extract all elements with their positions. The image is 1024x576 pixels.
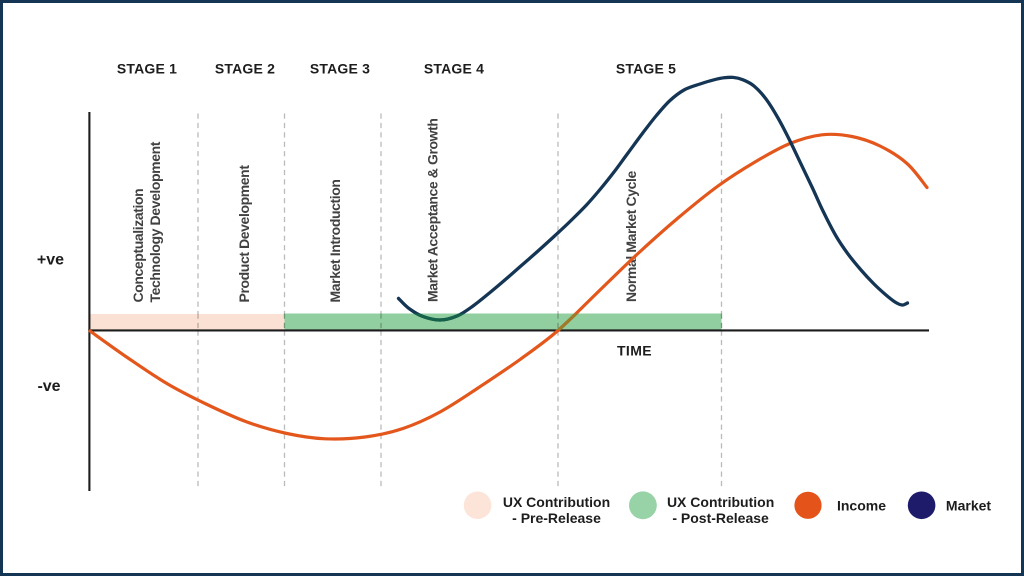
svg-text:STAGE 1: STAGE 1	[117, 61, 177, 77]
svg-text:STAGE 4: STAGE 4	[424, 61, 484, 77]
svg-text:STAGE 2: STAGE 2	[215, 61, 275, 77]
svg-text:Market Introduction: Market Introduction	[327, 179, 343, 302]
svg-text:Normal Market Cycle: Normal Market Cycle	[623, 170, 639, 302]
svg-text:ConceptualizationTechnology De: ConceptualizationTechnology Development	[130, 141, 163, 302]
svg-text:+ve: +ve	[37, 252, 64, 269]
svg-text:Product Development: Product Development	[236, 165, 252, 303]
svg-text:Market Acceptance & Growth: Market Acceptance & Growth	[425, 118, 441, 302]
svg-text:STAGE 3: STAGE 3	[310, 61, 370, 77]
svg-text:Income: Income	[837, 498, 886, 514]
svg-text:STAGE 5: STAGE 5	[616, 61, 676, 77]
svg-text:- Post-Release: - Post-Release	[672, 510, 769, 526]
svg-text:TIME: TIME	[617, 343, 652, 359]
svg-text:- Pre-Release: - Pre-Release	[512, 510, 601, 526]
svg-text:UX Contribution: UX Contribution	[667, 494, 774, 510]
svg-text:UX Contribution: UX Contribution	[503, 494, 610, 510]
svg-text:Market: Market	[946, 498, 991, 514]
svg-text:-ve: -ve	[37, 378, 60, 395]
